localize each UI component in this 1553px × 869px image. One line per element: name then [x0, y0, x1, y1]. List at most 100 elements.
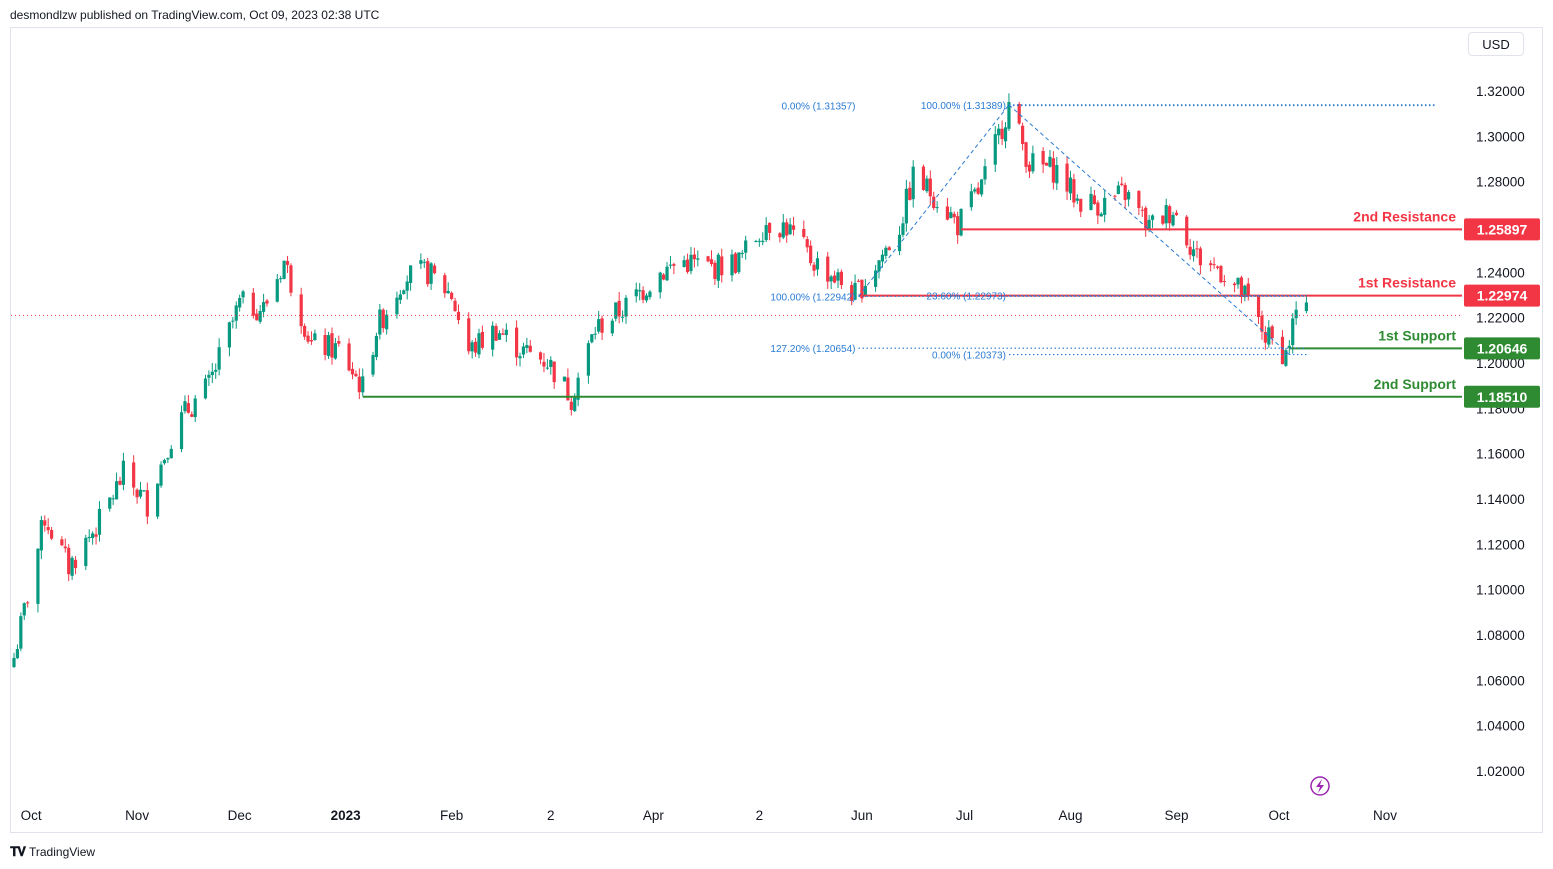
candle	[326, 331, 331, 359]
candle-body	[1103, 197, 1107, 215]
candle	[258, 305, 262, 324]
candle-body	[443, 275, 447, 294]
candle	[203, 374, 208, 400]
candle	[737, 252, 741, 274]
candle	[371, 351, 375, 377]
candle	[63, 538, 67, 553]
currency-selector[interactable]: USD	[1468, 32, 1524, 56]
candle	[590, 334, 594, 344]
price-tag	[1464, 337, 1540, 360]
candle	[1191, 240, 1196, 262]
candle	[1236, 277, 1240, 289]
level-lines: 2nd Resistance 1st Resistance 1st Support 2…	[11, 208, 1462, 398]
x-tick-label: Jul	[956, 808, 973, 823]
candle-body	[1147, 219, 1151, 229]
candle	[303, 323, 307, 340]
candle	[911, 160, 915, 208]
candle-body	[63, 546, 67, 549]
candle-body	[207, 374, 211, 378]
candle-body	[1031, 153, 1035, 172]
candle-body	[193, 398, 197, 418]
fib-label: 0.00% (1.20373)	[932, 351, 1006, 362]
candle-body	[720, 256, 724, 276]
candle	[261, 293, 266, 318]
candle-body	[313, 333, 317, 341]
price-tag-label: 1.25897	[1477, 221, 1528, 237]
candle	[925, 175, 929, 193]
y-tick-label: 1.14000	[1476, 492, 1525, 507]
y-tick-label: 1.22000	[1476, 311, 1525, 326]
candle	[874, 264, 878, 292]
candle-body	[426, 261, 430, 285]
candle-body	[538, 352, 543, 360]
candle	[740, 250, 744, 259]
candle	[22, 602, 26, 620]
candle	[692, 247, 696, 268]
candle	[361, 368, 365, 397]
candle	[1304, 296, 1308, 314]
candle	[832, 270, 837, 284]
candle	[118, 476, 122, 486]
candle-body	[590, 334, 594, 343]
candle-body	[1137, 191, 1141, 209]
tradingview-logo-icon[interactable]: 𝐓𝐕	[10, 844, 26, 859]
candle-body	[757, 240, 761, 242]
flash-icon[interactable]	[1310, 776, 1330, 796]
candle-body	[251, 292, 255, 316]
candle-body	[638, 290, 642, 292]
candle	[829, 274, 833, 289]
candle-body	[1198, 248, 1203, 266]
candle	[1284, 348, 1288, 367]
candle	[323, 328, 327, 361]
candle-body	[214, 369, 218, 372]
candle-body	[326, 335, 331, 357]
candle	[569, 396, 573, 416]
candle	[525, 337, 529, 354]
candle	[836, 268, 840, 289]
candle-body	[829, 276, 833, 282]
candle	[1079, 198, 1083, 218]
candle	[214, 363, 218, 379]
x-tick-label: Nov	[125, 808, 149, 823]
candle-body	[549, 359, 553, 367]
candle-body	[1113, 195, 1117, 197]
y-tick-label: 1.20000	[1476, 356, 1525, 371]
candle-body	[921, 166, 926, 190]
candle-body	[91, 533, 95, 538]
candle-body	[969, 191, 973, 208]
candle-body	[303, 325, 307, 337]
candle	[121, 452, 126, 491]
candle-body	[333, 343, 337, 359]
candle	[877, 259, 881, 279]
candle-body	[877, 260, 881, 272]
candle	[716, 252, 720, 289]
candle-body	[624, 297, 628, 317]
candle-body	[121, 460, 126, 485]
candle-body	[832, 275, 837, 283]
candle	[1116, 181, 1120, 195]
candle-body	[1072, 179, 1076, 203]
candle-body	[614, 302, 618, 319]
candle	[183, 395, 187, 414]
candle	[781, 214, 785, 240]
candle-body	[1215, 266, 1220, 268]
candle	[620, 310, 625, 323]
candle-body	[381, 309, 385, 329]
candle-body	[1209, 263, 1213, 266]
candle-body	[1017, 103, 1021, 124]
candle	[497, 330, 502, 341]
candle	[210, 362, 214, 384]
candle-body	[156, 483, 160, 517]
candle-body	[97, 508, 102, 535]
candle	[94, 527, 98, 545]
candle-body	[908, 187, 912, 201]
candle-body	[1044, 162, 1049, 166]
candle	[1068, 170, 1073, 201]
candle	[638, 283, 642, 301]
candle-body	[791, 225, 796, 230]
candle	[805, 235, 809, 253]
candle-body	[477, 333, 481, 355]
candle-body	[761, 240, 765, 243]
candle-body	[1256, 294, 1261, 318]
